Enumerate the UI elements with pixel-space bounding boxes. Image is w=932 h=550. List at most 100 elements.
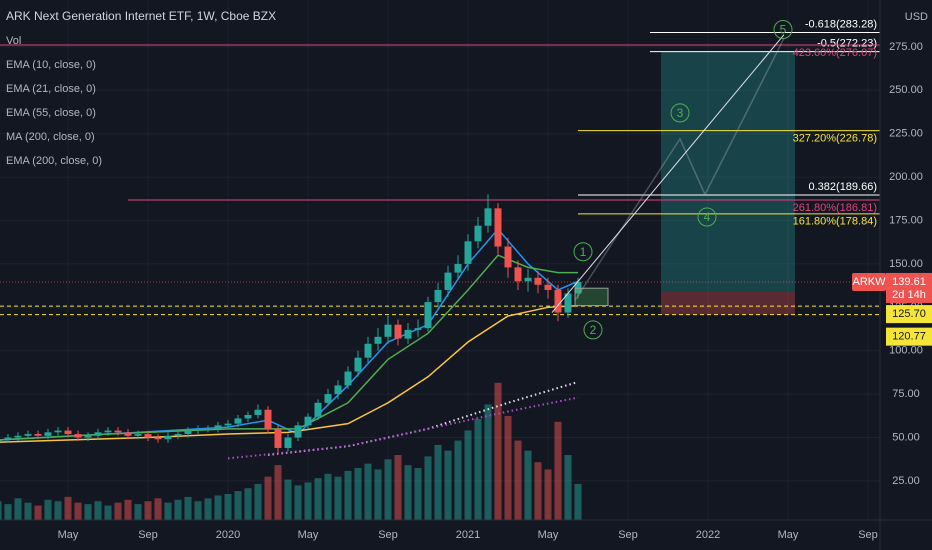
wave-circle — [573, 242, 593, 262]
fib-label: -0.5(272.23) — [817, 38, 877, 50]
legend-item: EMA (200, close, 0) — [6, 155, 102, 167]
candle-body — [504, 246, 512, 268]
volume-bar — [134, 504, 142, 520]
volume-bar — [314, 478, 322, 520]
volume-bar — [274, 465, 282, 520]
volume-bar — [34, 505, 42, 520]
fib-label: 161.80%(178.84) — [793, 216, 877, 228]
volume-bar — [84, 504, 92, 520]
y-tick-label: 175.00 — [889, 214, 923, 226]
plot-area: -0.618(283.28) -0.5(272.23)423.60%(276.07… — [0, 18, 880, 520]
candle-body — [304, 416, 312, 426]
volume-bar — [504, 416, 512, 520]
volume-bar — [44, 499, 52, 520]
volume-bar — [144, 501, 152, 520]
candle-body — [464, 241, 472, 264]
volume-bar — [544, 469, 552, 520]
wave-label: 4 — [704, 210, 711, 224]
x-tick-label: Sep — [378, 529, 398, 541]
volume-bar — [534, 462, 542, 520]
symbol-tag: ARKW — [853, 276, 887, 288]
legend-item: MA (200, close, 0) — [6, 131, 95, 143]
volume-bar — [24, 502, 32, 520]
candle-body — [224, 423, 232, 426]
grid — [0, 0, 880, 520]
candle-body — [154, 437, 162, 440]
level-tag-bg — [886, 305, 932, 324]
volume-bar — [0, 501, 2, 520]
y-tick-label: 250.00 — [889, 84, 923, 96]
volume-bar — [514, 440, 522, 520]
chart-title: ARK Next Generation Internet ETF, 1W, Cb… — [6, 9, 276, 23]
volume-bar — [414, 468, 422, 520]
volume-bar — [344, 470, 352, 520]
volume-bar — [204, 498, 212, 520]
volume-bar — [64, 496, 72, 520]
volume-bar — [484, 404, 492, 520]
volume-bar — [184, 496, 192, 520]
symbol-tag-bg — [852, 272, 886, 291]
legend-item: EMA (21, close, 0) — [6, 83, 96, 95]
volume-bar — [384, 459, 392, 520]
volume-bar — [194, 501, 202, 520]
volume-bar — [264, 476, 272, 520]
volume-bar — [494, 382, 502, 520]
wave-label: 1 — [580, 245, 587, 259]
candle-body — [14, 435, 22, 438]
wave-circle — [697, 207, 717, 227]
legend-item: EMA (55, close, 0) — [6, 107, 96, 119]
candle-body — [104, 430, 112, 433]
y-tick-label: 150.00 — [889, 258, 923, 270]
candle-body — [474, 225, 482, 242]
volume-bar — [374, 469, 382, 520]
volume-bar — [224, 494, 232, 520]
volume-bar — [284, 479, 292, 520]
candle-body — [574, 281, 582, 294]
x-tick-label: 2022 — [696, 529, 720, 541]
candle-body — [374, 336, 382, 344]
volume-bar — [154, 498, 162, 520]
x-tick-label: Sep — [138, 529, 158, 541]
candle-body — [0, 439, 2, 442]
x-tick-label: May — [58, 529, 79, 541]
level-tag-bg — [886, 327, 932, 346]
fib-label: 0.382(189.66) — [809, 181, 878, 193]
candle-body — [424, 302, 432, 329]
volume-bar — [464, 430, 472, 520]
candle-body — [414, 328, 422, 330]
y-tick-label: 275.00 — [889, 41, 923, 53]
x-tick-label: May — [298, 529, 319, 541]
volume-bar — [524, 450, 532, 520]
volume-bar — [474, 418, 482, 520]
volume-bar — [564, 455, 572, 520]
volume-bar — [74, 502, 82, 520]
volume-bar — [244, 488, 252, 520]
candle-body — [194, 428, 202, 431]
candle-body — [274, 428, 282, 448]
candle-body — [294, 425, 302, 438]
candle-body — [344, 371, 352, 386]
currency: USD — [905, 11, 928, 23]
indicator-line — [267, 381, 579, 456]
candle-body — [354, 357, 362, 372]
wave-path — [574, 37, 785, 301]
countdown: 2d 14h — [892, 289, 926, 301]
candle-body — [524, 277, 532, 282]
volume-bar — [14, 498, 22, 520]
y-tick-label: 200.00 — [889, 171, 923, 183]
candle-body — [124, 432, 132, 436]
candle-body — [454, 263, 462, 273]
volume-bar — [124, 499, 132, 520]
candle-body — [174, 434, 182, 436]
volume-bar — [254, 483, 262, 520]
level-tag: 120.77 — [892, 331, 926, 343]
volume-bar — [214, 495, 222, 520]
axes: May Sep 2020 May Sep 2021 May Sep 2022 May Sep 25.0… — [58, 41, 932, 541]
candle-body — [74, 434, 82, 438]
candle-body — [94, 432, 102, 436]
candle-body — [434, 289, 442, 303]
candle-body — [394, 324, 402, 339]
fib-label: 423.60%(276.07) — [793, 47, 877, 59]
position-stop — [661, 291, 795, 315]
